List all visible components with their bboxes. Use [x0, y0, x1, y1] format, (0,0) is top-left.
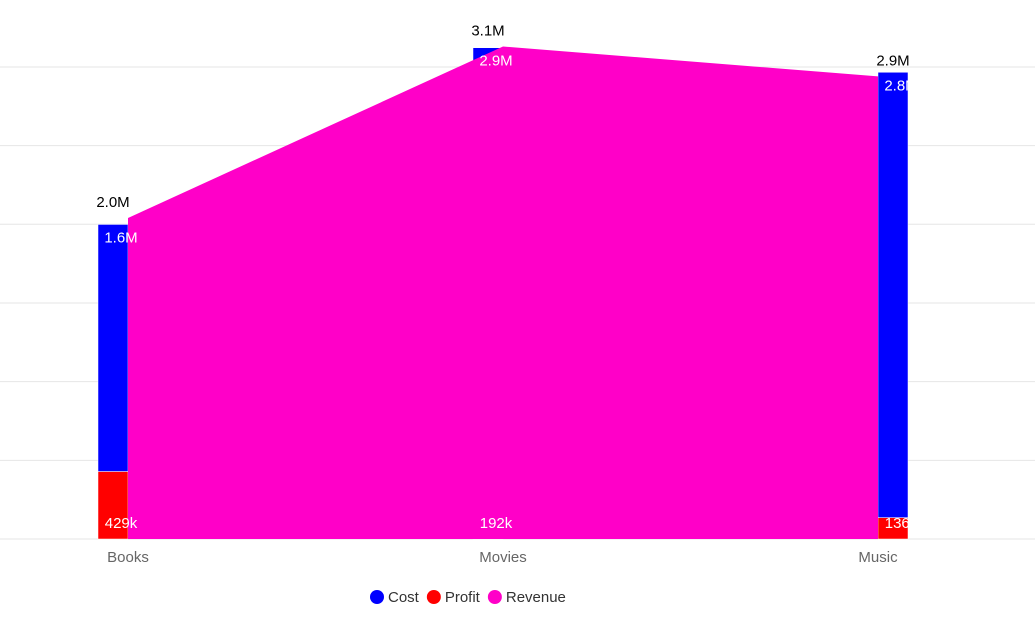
- area: [128, 46, 878, 540]
- legend-swatch: [370, 590, 384, 604]
- x-tick-label: Music: [858, 549, 898, 566]
- x-tick-label: Movies: [479, 549, 527, 566]
- legend-label: Cost: [388, 589, 420, 606]
- bar-segment: [877, 72, 909, 518]
- data-label: 2.9M: [479, 53, 512, 70]
- data-label: 2.8M: [884, 77, 917, 94]
- data-label: 192k: [480, 515, 513, 532]
- data-label: 136k: [885, 515, 918, 532]
- data-label: 2.9M: [876, 52, 909, 69]
- x-tick-label: Books: [107, 549, 149, 566]
- legend-label: Revenue: [506, 589, 566, 606]
- data-label: 429k: [105, 515, 138, 532]
- legend-swatch: [487, 590, 502, 604]
- data-label: 3.1M: [471, 22, 504, 39]
- data-label: 2.0M: [96, 194, 129, 211]
- data-label: 1.6M: [104, 229, 137, 246]
- legend-swatch: [426, 590, 441, 604]
- bar-segment: [97, 224, 129, 472]
- bar-segment: [97, 471, 129, 540]
- legend-label: Profit: [445, 589, 481, 606]
